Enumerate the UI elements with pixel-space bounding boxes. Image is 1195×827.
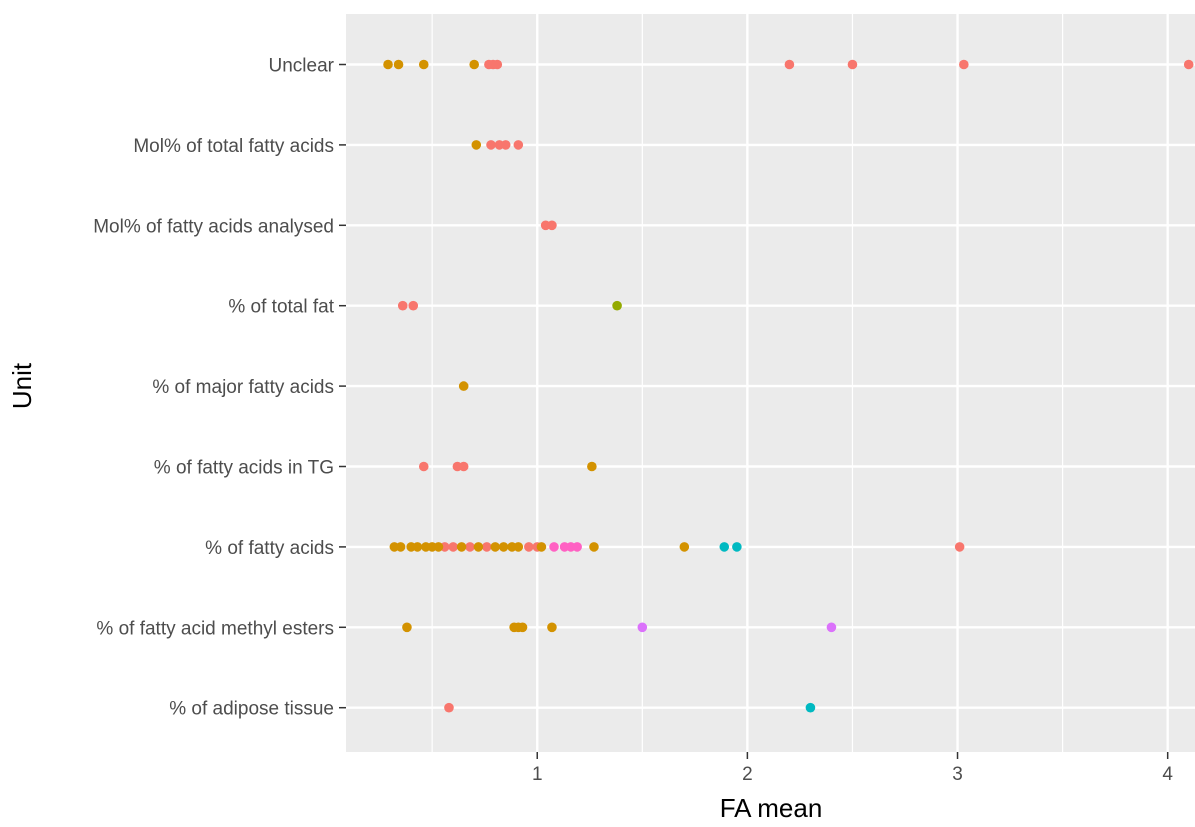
data-point	[418, 461, 429, 472]
y-axis-title: Unit	[7, 362, 37, 409]
x-tick-label: 3	[952, 764, 963, 785]
data-point	[458, 461, 469, 472]
data-point	[490, 542, 501, 552]
data-point	[448, 542, 458, 552]
y-tick-label: % of fatty acids in TG	[154, 458, 334, 479]
data-point	[393, 59, 404, 70]
data-point	[465, 542, 475, 552]
data-point	[492, 59, 503, 70]
x-tick-label: 4	[1162, 764, 1173, 785]
y-tick-label: % of fatty acids	[205, 538, 334, 559]
data-point	[954, 542, 965, 552]
y-tick-label: Mol% of total fatty acids	[133, 136, 334, 157]
data-point	[784, 59, 795, 70]
data-point	[847, 59, 858, 70]
data-point	[418, 59, 429, 70]
data-point	[481, 542, 492, 552]
data-point	[517, 622, 528, 633]
data-point	[1183, 59, 1194, 70]
data-point	[458, 381, 469, 391]
data-point	[612, 300, 622, 311]
data-point	[444, 702, 454, 713]
y-tick-label: % of fatty acid methyl esters	[96, 618, 334, 639]
data-point	[959, 59, 969, 70]
y-tick-label: % of total fat	[228, 297, 334, 318]
y-tick-label: Mol% of fatty acids analysed	[93, 216, 334, 237]
x-tick-label: 1	[532, 764, 543, 785]
data-point	[402, 622, 412, 633]
data-point	[589, 542, 599, 552]
data-point	[513, 542, 524, 552]
data-point	[637, 622, 648, 633]
data-point	[383, 59, 393, 70]
data-point	[469, 59, 479, 70]
data-point	[536, 542, 547, 552]
y-tick-label: % of major fatty acids	[152, 377, 334, 398]
data-point	[547, 622, 557, 633]
y-tick-label: % of adipose tissue	[169, 699, 334, 720]
data-point	[805, 702, 816, 713]
plot-panel	[346, 14, 1195, 752]
data-point	[486, 140, 496, 150]
data-point	[587, 461, 597, 472]
data-point	[408, 300, 419, 311]
y-tick-label: Unclear	[269, 56, 335, 77]
data-point	[524, 542, 534, 552]
data-point	[513, 140, 524, 150]
data-point	[732, 542, 742, 552]
x-axis-title: FA mean	[720, 793, 823, 822]
data-point	[397, 300, 408, 311]
data-point	[412, 542, 423, 552]
x-tick-label: 2	[742, 764, 753, 785]
data-point	[433, 542, 444, 552]
data-point	[719, 542, 730, 552]
data-point	[473, 542, 484, 552]
data-point	[549, 542, 559, 552]
data-point	[572, 542, 582, 552]
data-point	[456, 542, 467, 552]
data-point	[826, 622, 837, 633]
data-point	[500, 140, 511, 150]
data-point	[498, 542, 509, 552]
data-point	[679, 542, 690, 552]
data-point	[395, 542, 406, 552]
data-point	[471, 140, 482, 150]
data-point	[547, 220, 557, 231]
